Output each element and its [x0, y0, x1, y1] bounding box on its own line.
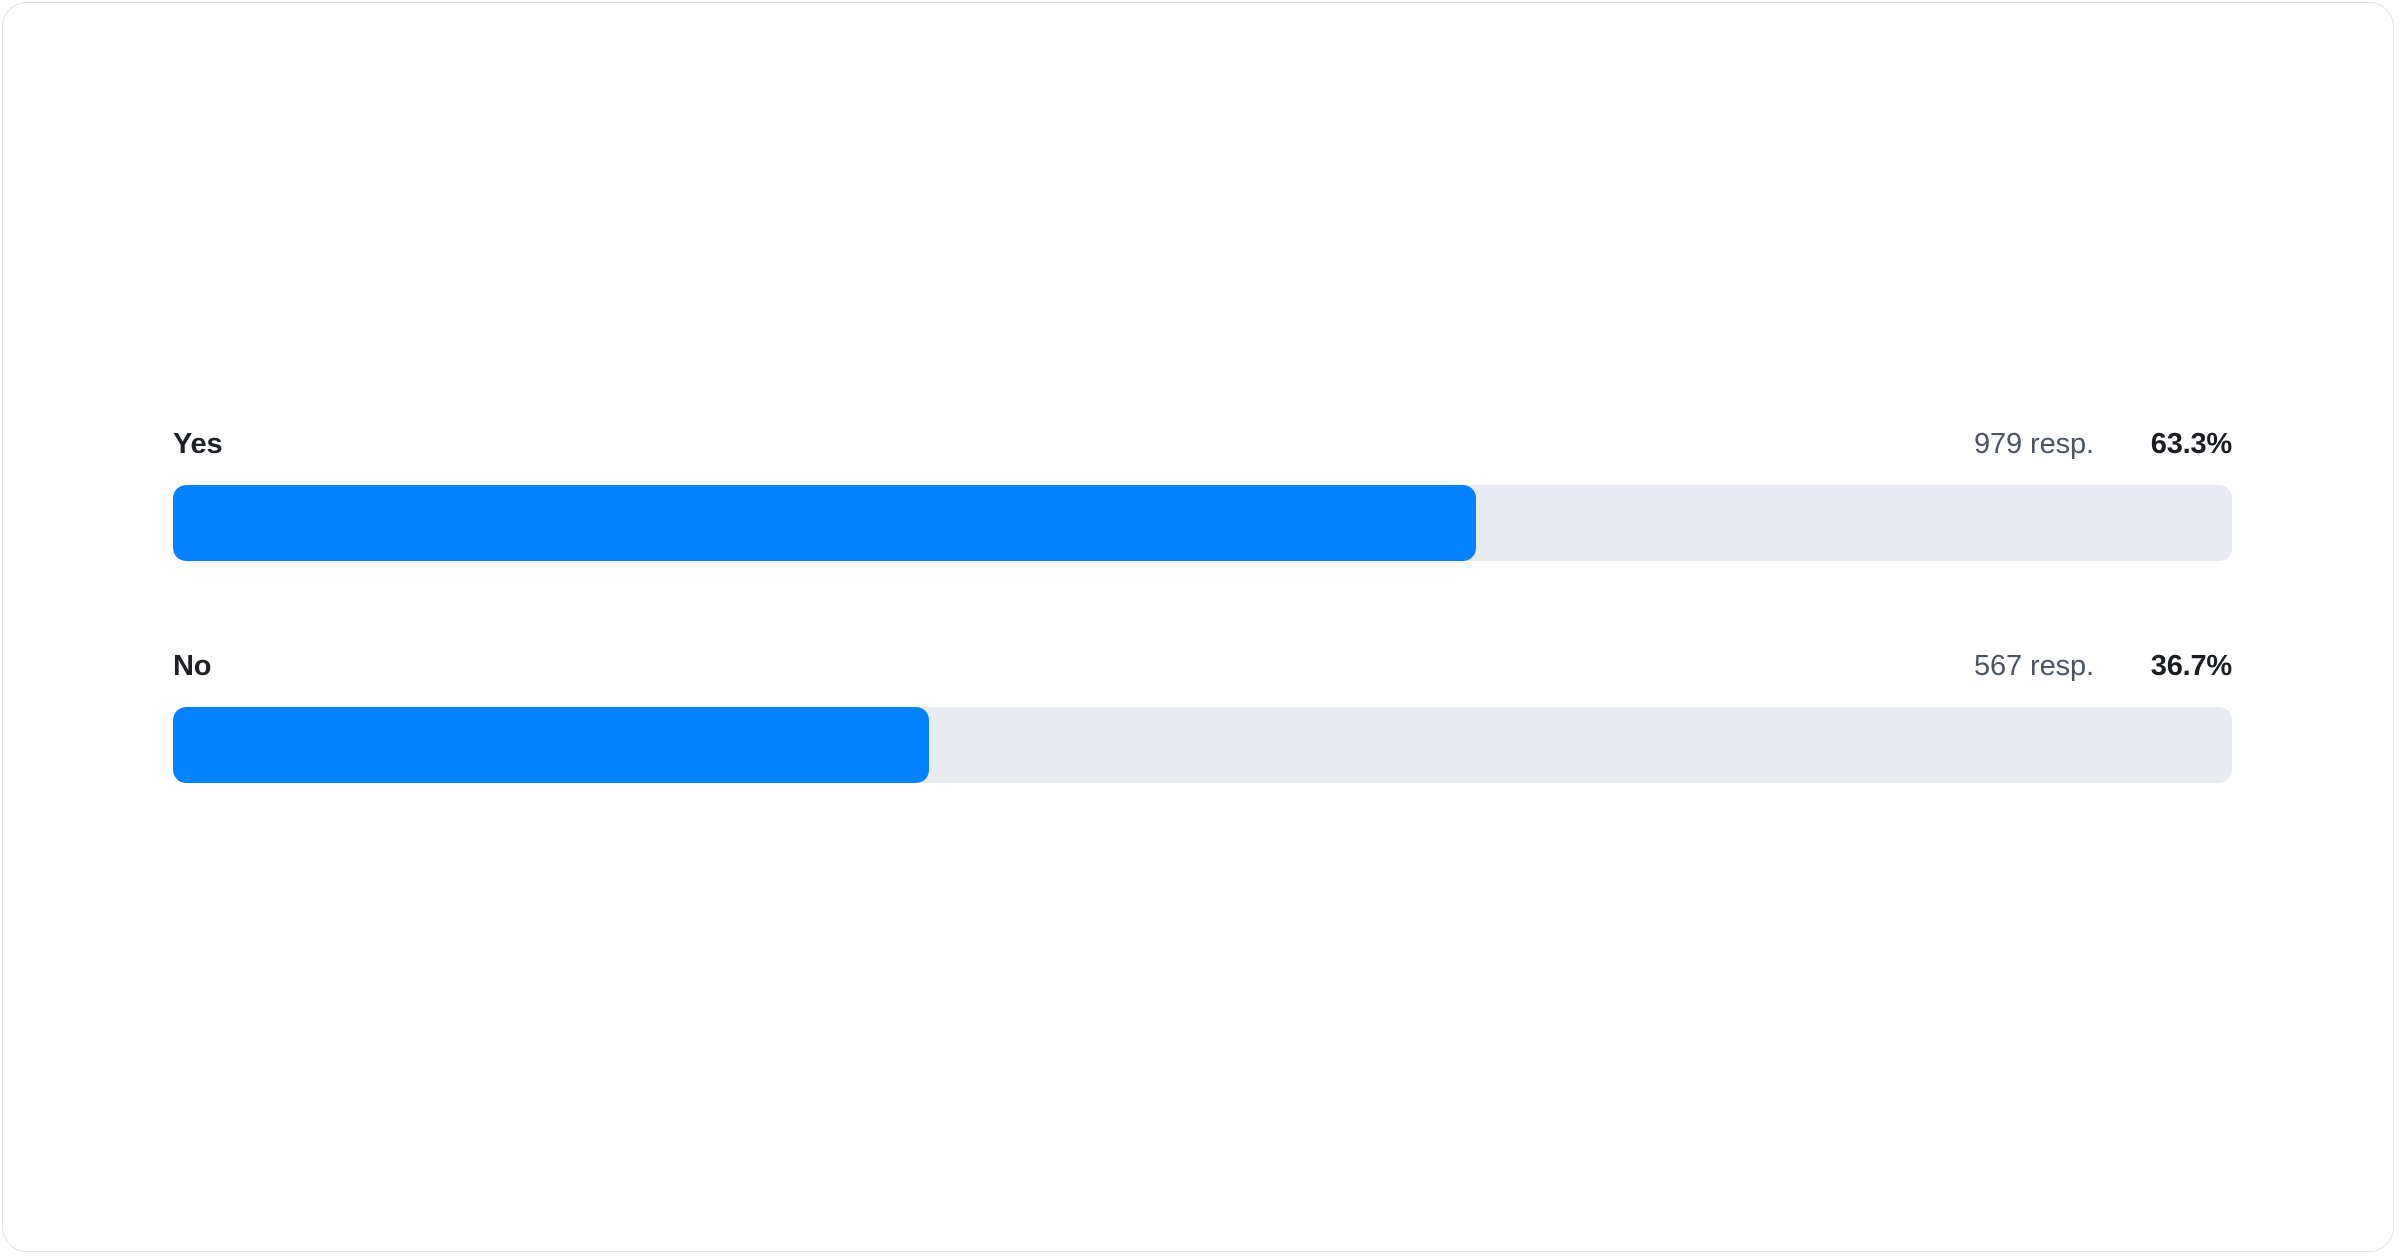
poll-option-row[interactable]: Yes 979 resp. 63.3% — [173, 423, 2232, 561]
poll-option-header: Yes 979 resp. 63.3% — [173, 423, 2232, 465]
poll-option-metrics: 979 resp. 63.3% — [1974, 423, 2232, 465]
poll-option-percentage: 63.3% — [2150, 428, 2232, 460]
poll-option-bar-fill — [173, 485, 1477, 561]
poll-option-label: No — [173, 650, 212, 682]
poll-results-list: Yes 979 resp. 63.3% No 567 resp. 36.7% — [173, 423, 2232, 783]
poll-option-bar-track — [173, 485, 2232, 561]
poll-option-percentage: 36.7% — [2150, 650, 2232, 682]
poll-option-bar-track — [173, 707, 2232, 783]
poll-option-row[interactable]: No 567 resp. 36.7% — [173, 645, 2232, 783]
poll-option-metrics: 567 resp. 36.7% — [1974, 645, 2232, 687]
poll-option-response-count: 979 resp. — [1973, 428, 2094, 460]
poll-option-response-count: 567 resp. — [1973, 650, 2094, 682]
poll-option-bar-fill — [173, 707, 929, 783]
poll-option-label: Yes — [173, 428, 223, 460]
poll-option-header: No 567 resp. 36.7% — [173, 645, 2232, 687]
